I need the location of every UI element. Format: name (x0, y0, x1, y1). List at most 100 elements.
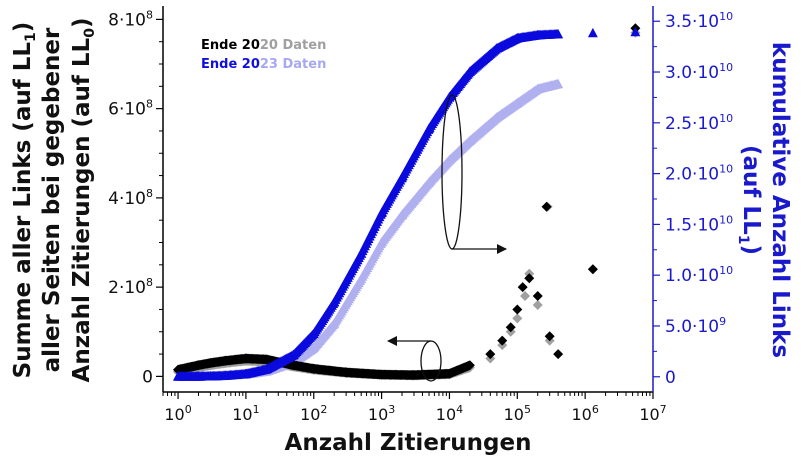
x-tick-label-exponent: 0 (185, 403, 192, 416)
y-right-tick-label: 2.0·1010 (665, 163, 733, 185)
triangle-marker (587, 27, 598, 38)
diamond-marker (505, 322, 516, 333)
y-left-tick-label-mantissa: 6·10 (108, 100, 146, 120)
y-left-tick-label-mantissa: 8·10 (108, 10, 146, 30)
x-tick-label-mantissa: 10 (504, 405, 524, 424)
triangle-marker (288, 349, 299, 360)
diamond-marker (444, 368, 455, 379)
diamond-marker (532, 291, 543, 302)
triangle-marker (308, 328, 319, 338)
triangle-marker (464, 135, 475, 145)
series-left-2 (173, 23, 641, 381)
y-right-tick-label-exponent: 10 (719, 213, 733, 226)
triangle-marker (376, 237, 387, 247)
triangle-marker (532, 83, 543, 94)
triangle-marker (630, 26, 641, 37)
y-left-line-3-tail: ) (69, 18, 95, 29)
diamond-marker (220, 355, 231, 366)
triangle-marker (173, 371, 184, 381)
x-tick-label: 105 (504, 403, 531, 424)
series-right-1 (173, 78, 564, 381)
x-tick-label-mantissa: 10 (436, 405, 456, 424)
triangle-marker (205, 371, 216, 381)
y-right-tick-label-exponent: 10 (719, 61, 733, 74)
y-left-tick-label-exponent: 8 (146, 8, 153, 21)
x-tick-label-mantissa: 10 (300, 405, 320, 424)
x-tick-label-mantissa: 10 (639, 405, 659, 424)
triangle-marker (308, 342, 319, 353)
data-series (173, 23, 641, 381)
y-right-tick-label-exponent: 10 (719, 264, 733, 277)
y-right-tick-label-exponent: 9 (719, 315, 726, 328)
legend-2020-suffix: 20 Daten (260, 38, 326, 53)
x-tick-label-mantissa: 10 (232, 405, 252, 424)
y-left-axis-title: Summe aller Links (auf LL1) aller Seiten… (10, 18, 98, 383)
annotation-right-arrow (441, 94, 507, 254)
x-tick-label-exponent: 5 (524, 403, 531, 416)
diamond-marker (261, 354, 272, 365)
triangle-marker (424, 177, 434, 187)
y-right-tick-label-mantissa: 3.0·10 (665, 63, 719, 83)
diamond-marker (512, 304, 523, 315)
y-left-tick-label: 2·108 (108, 276, 153, 298)
diamond-marker (485, 349, 496, 360)
legend: Ende 2020 Daten Ende 2023 Daten (201, 38, 326, 72)
triangle-marker (553, 78, 564, 89)
y-right-tick-label: 3.0·1010 (665, 61, 733, 83)
triangle-marker (512, 33, 523, 43)
diamond-marker (205, 357, 216, 368)
triangle-marker (512, 98, 523, 108)
diamond-marker (193, 360, 204, 371)
y-right-tick-label: 2.5·1010 (665, 112, 733, 134)
y-left-title-line-3: Anzahl Zitierungen (auf LL0) (69, 18, 98, 383)
y-left-tick-label: 8·108 (108, 8, 153, 30)
diamond-marker (517, 282, 528, 293)
x-tick-label-exponent: 6 (592, 403, 599, 416)
diamond-marker (376, 369, 387, 380)
y-left-line-3-sub: 0 (82, 28, 98, 38)
x-axis-title: Anzahl Zitierungen (285, 430, 532, 456)
triangle-marker (376, 207, 387, 218)
y-left-tick-label-exponent: 8 (146, 98, 153, 111)
triangle-marker (397, 209, 407, 220)
y-right-tick-label-mantissa: 5.0·10 (665, 317, 719, 337)
diamond-marker (341, 367, 352, 378)
triangle-marker (240, 368, 251, 379)
y-left-tick-label: 6·108 (108, 98, 153, 120)
x-tick-label: 106 (571, 403, 598, 424)
y-right-tick-label-exponent: 10 (719, 10, 733, 23)
y-right-axis-ticks: 05.0·1091.0·10101.5·10102.0·10102.5·1010… (653, 10, 733, 388)
triangle-marker (491, 112, 502, 122)
triangle-marker (424, 123, 434, 133)
x-tick-label-mantissa: 10 (164, 405, 184, 424)
x-tick-label-mantissa: 10 (571, 405, 591, 424)
x-tick-label: 107 (639, 403, 666, 424)
y-left-tick-label-mantissa: 2·10 (108, 278, 146, 298)
triangle-marker (356, 273, 367, 284)
triangle-marker (193, 371, 204, 381)
legend-entry-2023: Ende 2023 Daten (201, 57, 326, 72)
y-right-tick-label: 1.0·1010 (665, 264, 733, 286)
x-tick-label: 104 (436, 403, 463, 424)
y-right-title-line-2: (auf LL1) (735, 145, 764, 255)
diamond-marker (532, 299, 543, 310)
x-tick-label: 101 (232, 403, 259, 424)
y-right-axis-title: kumulative Anzahl Links (auf LL1) (735, 42, 793, 358)
x-axis-title-group: Anzahl Zitierungen (285, 430, 532, 456)
series-left-0 (173, 27, 641, 381)
x-axis-ticks: 100 101 102 103 104 105 106 107 (162, 392, 667, 424)
legend-2023-suffix: 23 Daten (260, 57, 326, 72)
y-right-tick-label-exponent: 10 (719, 163, 733, 176)
x-tick-label-exponent: 3 (388, 403, 395, 416)
y-left-tick-label: 0 (142, 367, 153, 387)
y-left-tick-label-exponent: 8 (146, 276, 153, 289)
triangle-marker (329, 297, 340, 307)
y-right-tick-label-mantissa: 0 (665, 368, 676, 388)
diamond-marker (240, 353, 251, 364)
y-right-tick-label: 3.5·1010 (665, 10, 733, 32)
series-right-3 (173, 26, 641, 381)
y-left-line-1-sub: 1 (23, 32, 39, 42)
diamond-marker (408, 370, 419, 381)
